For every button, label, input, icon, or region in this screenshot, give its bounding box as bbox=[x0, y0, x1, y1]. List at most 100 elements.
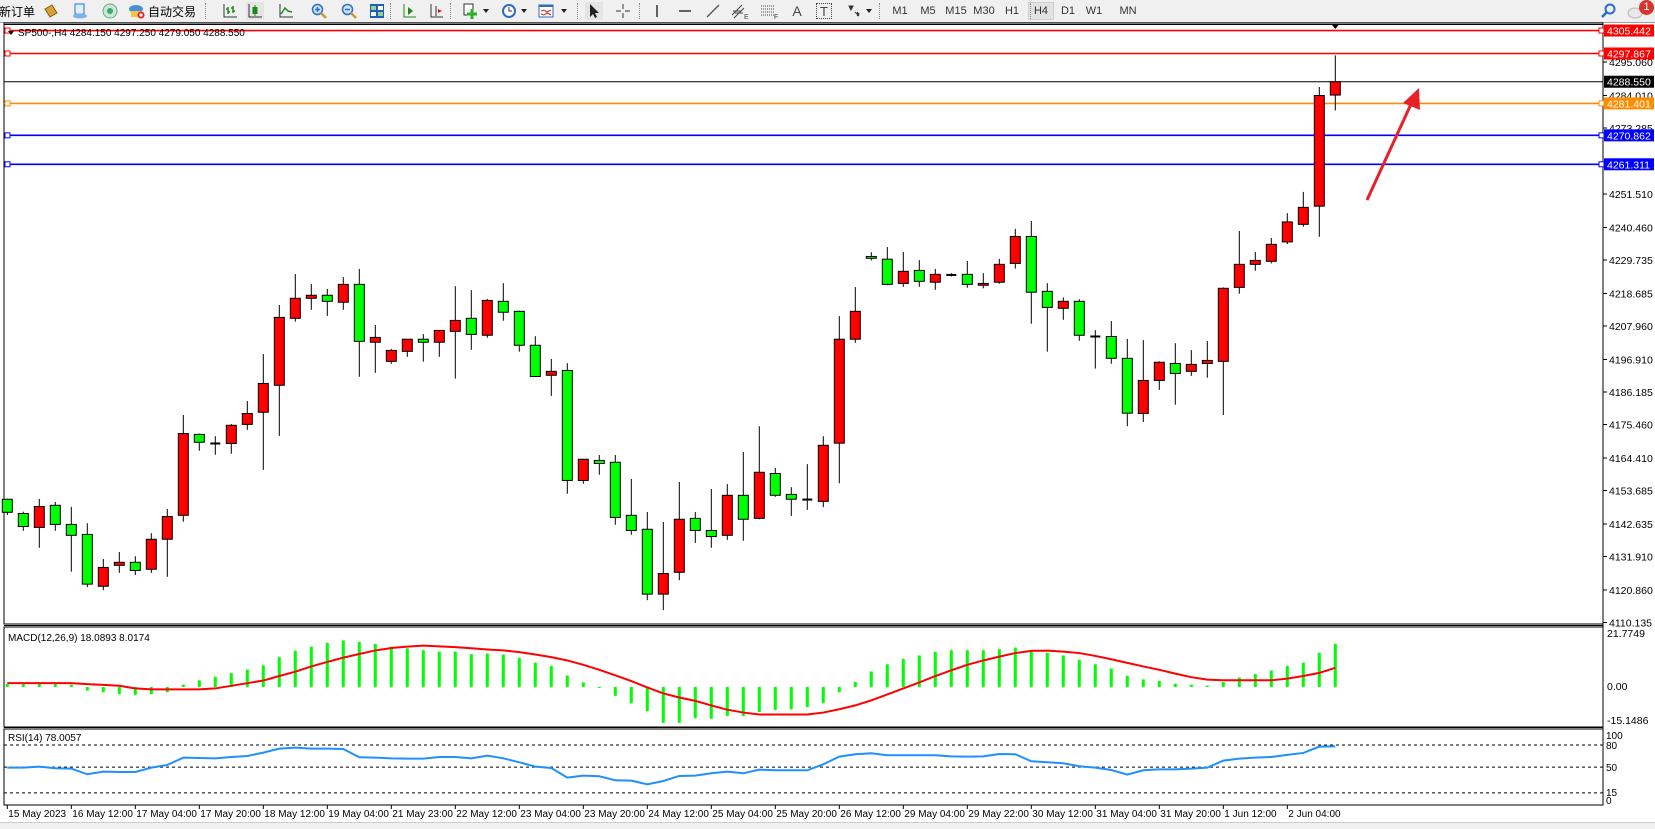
new-order-button[interactable]: 新订单 bbox=[0, 4, 36, 19]
candle bbox=[481, 298, 493, 338]
templates-dropdown-icon[interactable] bbox=[561, 9, 567, 13]
macd-histogram-bar bbox=[1237, 677, 1241, 687]
candle-body bbox=[1297, 206, 1309, 225]
candle-body bbox=[625, 514, 637, 531]
templates-icon[interactable] bbox=[537, 2, 555, 20]
legend-collapse-icon[interactable] bbox=[8, 31, 14, 35]
candle-body bbox=[433, 329, 445, 343]
text-label-button[interactable]: T bbox=[816, 3, 832, 19]
periods-dropdown-icon[interactable] bbox=[521, 9, 527, 13]
line-anchor-handle[interactable] bbox=[1598, 27, 1605, 34]
macd-histogram-bar bbox=[741, 687, 745, 716]
candle-body bbox=[817, 444, 829, 502]
line-anchor-handle[interactable] bbox=[1598, 132, 1605, 139]
tile-windows-icon[interactable] bbox=[368, 2, 386, 20]
candle bbox=[1121, 338, 1133, 427]
timeframe-m15-button[interactable]: M15 bbox=[945, 5, 967, 17]
candle bbox=[1313, 87, 1325, 237]
candle-body bbox=[161, 516, 173, 540]
candle-body bbox=[849, 310, 861, 340]
macd-histogram-bar bbox=[293, 650, 297, 687]
auto-trading-button[interactable]: 自动交易 bbox=[147, 4, 196, 19]
timeframe-d1-button[interactable]: D1 bbox=[1060, 5, 1076, 17]
macd-histogram-bar bbox=[1333, 643, 1337, 687]
candle bbox=[946, 273, 957, 277]
time-axis-label: 1 Jun 12:00 bbox=[1224, 809, 1277, 820]
line-anchor-handle[interactable] bbox=[4, 161, 11, 168]
periods-clock-icon[interactable] bbox=[500, 2, 518, 20]
timeframe-m5-button[interactable]: M5 bbox=[920, 5, 936, 17]
bar-chart-icon[interactable] bbox=[221, 2, 239, 20]
line-anchor-handle[interactable] bbox=[1598, 50, 1605, 57]
auto-trading-icon[interactable] bbox=[128, 2, 146, 20]
equidistant-channel-icon[interactable]: E bbox=[731, 2, 751, 20]
price-line-label: 4261.311 bbox=[1607, 159, 1650, 171]
fibonacci-icon[interactable]: F bbox=[760, 2, 780, 20]
search-icon[interactable] bbox=[1600, 2, 1616, 20]
market-watch-icon[interactable] bbox=[42, 2, 60, 20]
line-anchor-handle[interactable] bbox=[4, 100, 11, 107]
candle-body bbox=[593, 459, 605, 464]
macd-histogram-bar bbox=[1077, 659, 1081, 687]
line-anchor-handle[interactable] bbox=[1598, 100, 1605, 107]
candle bbox=[561, 363, 573, 494]
cursor-icon[interactable] bbox=[585, 2, 603, 20]
macd-histogram-bar bbox=[1285, 665, 1289, 687]
toolbar-separator bbox=[450, 3, 453, 19]
signals-icon[interactable] bbox=[101, 2, 119, 20]
candle bbox=[1009, 228, 1021, 269]
line-anchor-handle[interactable] bbox=[4, 50, 11, 57]
line-anchor-handle[interactable] bbox=[1598, 161, 1605, 168]
line-anchor-handle[interactable] bbox=[4, 27, 11, 34]
macd-histogram-bar bbox=[917, 655, 921, 687]
timeframe-m30-button[interactable]: M30 bbox=[973, 5, 995, 17]
zoom-out-icon[interactable] bbox=[340, 2, 358, 20]
candle-body bbox=[1329, 81, 1341, 96]
annotation-arrow-shaft[interactable] bbox=[1365, 101, 1414, 201]
candle-body bbox=[17, 512, 29, 528]
candle bbox=[1185, 350, 1197, 376]
candlestick-chart-icon[interactable] bbox=[246, 2, 264, 20]
notification-count-badge: 1 bbox=[1639, 0, 1654, 15]
candle bbox=[513, 310, 525, 352]
candle-body bbox=[449, 319, 461, 332]
timeframe-w1-button[interactable]: W1 bbox=[1085, 5, 1103, 17]
arrows-dropdown-icon[interactable] bbox=[866, 9, 872, 13]
macd-histogram-bar bbox=[853, 681, 857, 687]
arrows-icon[interactable] bbox=[845, 2, 863, 20]
macd-histogram-bar bbox=[469, 654, 473, 687]
macd-histogram-bar bbox=[373, 643, 377, 687]
time-axis-label: 29 May 22:00 bbox=[968, 809, 1029, 820]
candle-body bbox=[1025, 235, 1037, 293]
annotation-arrow-head-icon[interactable] bbox=[1403, 88, 1420, 110]
vertical-line-icon[interactable] bbox=[648, 2, 666, 20]
macd-histogram-bar bbox=[117, 687, 121, 695]
trendline-icon[interactable] bbox=[704, 2, 722, 20]
main-price-panel[interactable] bbox=[3, 22, 1604, 625]
candle bbox=[977, 273, 989, 289]
indicators-dropdown-icon[interactable] bbox=[483, 9, 489, 13]
timeframe-h4-button[interactable]: H4 bbox=[1028, 2, 1054, 20]
indicators-icon[interactable] bbox=[462, 2, 480, 20]
crosshair-icon[interactable] bbox=[614, 2, 632, 20]
timeframe-h1-button[interactable]: H1 bbox=[1004, 5, 1020, 17]
horizontal-line-icon[interactable] bbox=[676, 2, 694, 20]
line-anchor-handle[interactable] bbox=[4, 132, 11, 139]
macd-histogram-bar bbox=[133, 687, 137, 695]
macd-histogram-bar bbox=[1109, 668, 1113, 687]
line-chart-icon[interactable] bbox=[277, 2, 295, 20]
macd-histogram-bar bbox=[1093, 664, 1097, 687]
auto-scroll-icon[interactable] bbox=[427, 2, 445, 20]
macd-histogram-bar bbox=[773, 687, 777, 710]
zoom-in-icon[interactable] bbox=[310, 2, 328, 20]
macd-panel[interactable] bbox=[3, 626, 1604, 728]
chart-shift-icon[interactable] bbox=[400, 2, 418, 20]
candle-body bbox=[833, 338, 845, 444]
timeframe-m1-button[interactable]: M1 bbox=[892, 5, 908, 17]
text-tool-button[interactable]: A bbox=[792, 3, 802, 19]
chart-shift-marker-icon[interactable] bbox=[1331, 24, 1340, 29]
timeframe-mn-button[interactable]: MN bbox=[1119, 5, 1137, 17]
candle bbox=[289, 274, 301, 322]
navigator-icon[interactable] bbox=[71, 2, 89, 20]
